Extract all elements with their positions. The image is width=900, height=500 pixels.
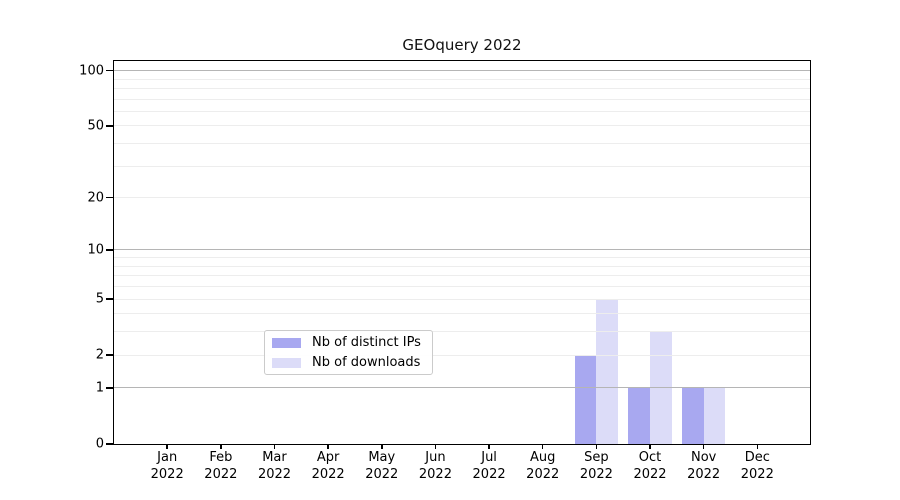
plot-area: 0 1 2 5 10 20 50 100 Jan 2022 Feb 2022 Mar 2022 Apr 202… bbox=[79, 60, 811, 482]
gridline-minor bbox=[114, 313, 810, 315]
legend: Nb of distinct IPs Nb of downloads bbox=[264, 330, 433, 375]
gridline-minor bbox=[114, 265, 810, 267]
x-tick-label: Dec 2022 bbox=[740, 450, 774, 482]
x-tick-label: Oct 2022 bbox=[633, 450, 667, 482]
x-tick-label: Feb 2022 bbox=[204, 450, 238, 482]
chart-title: GEOquery 2022 bbox=[402, 36, 522, 54]
x-axis-tick bbox=[488, 444, 490, 449]
x-axis-tick bbox=[649, 444, 651, 449]
gridline-major bbox=[114, 70, 810, 72]
y-tick-label: 5 bbox=[95, 291, 104, 307]
x-axis-tick bbox=[595, 444, 598, 449]
legend-swatch-downloads bbox=[272, 357, 301, 368]
gridline-major bbox=[114, 249, 810, 251]
legend-swatch-distinct-ips bbox=[272, 337, 301, 348]
x-axis-tick bbox=[702, 444, 705, 449]
x-axis-tick bbox=[541, 444, 544, 449]
gridline-minor bbox=[114, 98, 810, 100]
bar-nov-downloads bbox=[703, 387, 726, 444]
y-tick-label: 100 bbox=[79, 63, 104, 79]
y-axis-tick bbox=[106, 196, 113, 199]
y-tick-label: 50 bbox=[87, 118, 104, 134]
legend-item-downloads: Nb of downloads bbox=[272, 355, 432, 370]
x-axis-tick bbox=[166, 444, 168, 449]
gridline-minor bbox=[114, 143, 810, 145]
y-axis-tick bbox=[106, 443, 113, 445]
x-axis-tick bbox=[756, 444, 759, 449]
y-axis-tick bbox=[106, 249, 113, 251]
y-tick-label: 2 bbox=[95, 347, 104, 363]
gridline-minor bbox=[114, 110, 810, 112]
x-axis-tick bbox=[273, 444, 276, 449]
gridline-minor bbox=[114, 275, 810, 277]
x-tick-label: Jul 2022 bbox=[472, 450, 506, 482]
gridline-minor bbox=[114, 286, 810, 288]
x-tick-label: Aug 2022 bbox=[526, 450, 560, 482]
gridline-minor bbox=[114, 197, 810, 199]
y-tick-label: 1 bbox=[95, 380, 104, 396]
legend-item-distinct-ips: Nb of distinct IPs bbox=[272, 335, 432, 350]
gridline-minor bbox=[114, 165, 810, 167]
gridline-minor bbox=[114, 354, 810, 356]
bar-nov-distinct-ips bbox=[682, 387, 704, 444]
y-tick-label: 20 bbox=[87, 190, 104, 206]
y-axis-tick bbox=[106, 69, 113, 72]
y-tick-label: 0 bbox=[95, 436, 104, 452]
bar-sep-downloads bbox=[596, 299, 618, 444]
y-axis-tick bbox=[106, 354, 113, 356]
x-tick-label: Mar 2022 bbox=[257, 450, 292, 482]
y-axis-tick bbox=[106, 298, 113, 300]
gridline-minor bbox=[114, 257, 810, 259]
gridline-major bbox=[114, 387, 810, 389]
y-axis-tick bbox=[106, 387, 113, 389]
gridline-minor bbox=[114, 87, 810, 89]
x-axis-tick bbox=[220, 444, 222, 449]
x-tick-label: May 2022 bbox=[365, 450, 399, 482]
x-axis-tick bbox=[381, 444, 383, 449]
y-axis-tick bbox=[106, 125, 113, 127]
bar-oct-distinct-ips bbox=[628, 387, 651, 444]
legend-label-downloads: Nb of downloads bbox=[312, 355, 421, 370]
x-tick-label: Apr 2022 bbox=[311, 450, 345, 482]
x-axis-tick bbox=[327, 444, 329, 449]
gridline-minor bbox=[114, 331, 810, 333]
x-tick-label: Nov 2022 bbox=[687, 450, 721, 482]
x-tick-label: Jan 2022 bbox=[150, 450, 184, 482]
legend-label-distinct-ips: Nb of distinct IPs bbox=[312, 335, 421, 350]
gridline-minor bbox=[114, 125, 810, 127]
gridline-minor bbox=[114, 78, 810, 80]
y-tick-label: 10 bbox=[87, 242, 104, 258]
x-tick-label: Sep 2022 bbox=[579, 450, 613, 482]
bar-sep-distinct-ips bbox=[574, 355, 597, 444]
gridline-minor bbox=[114, 298, 810, 300]
x-tick-label: Jun 2022 bbox=[418, 450, 452, 482]
x-axis-tick bbox=[434, 444, 437, 449]
